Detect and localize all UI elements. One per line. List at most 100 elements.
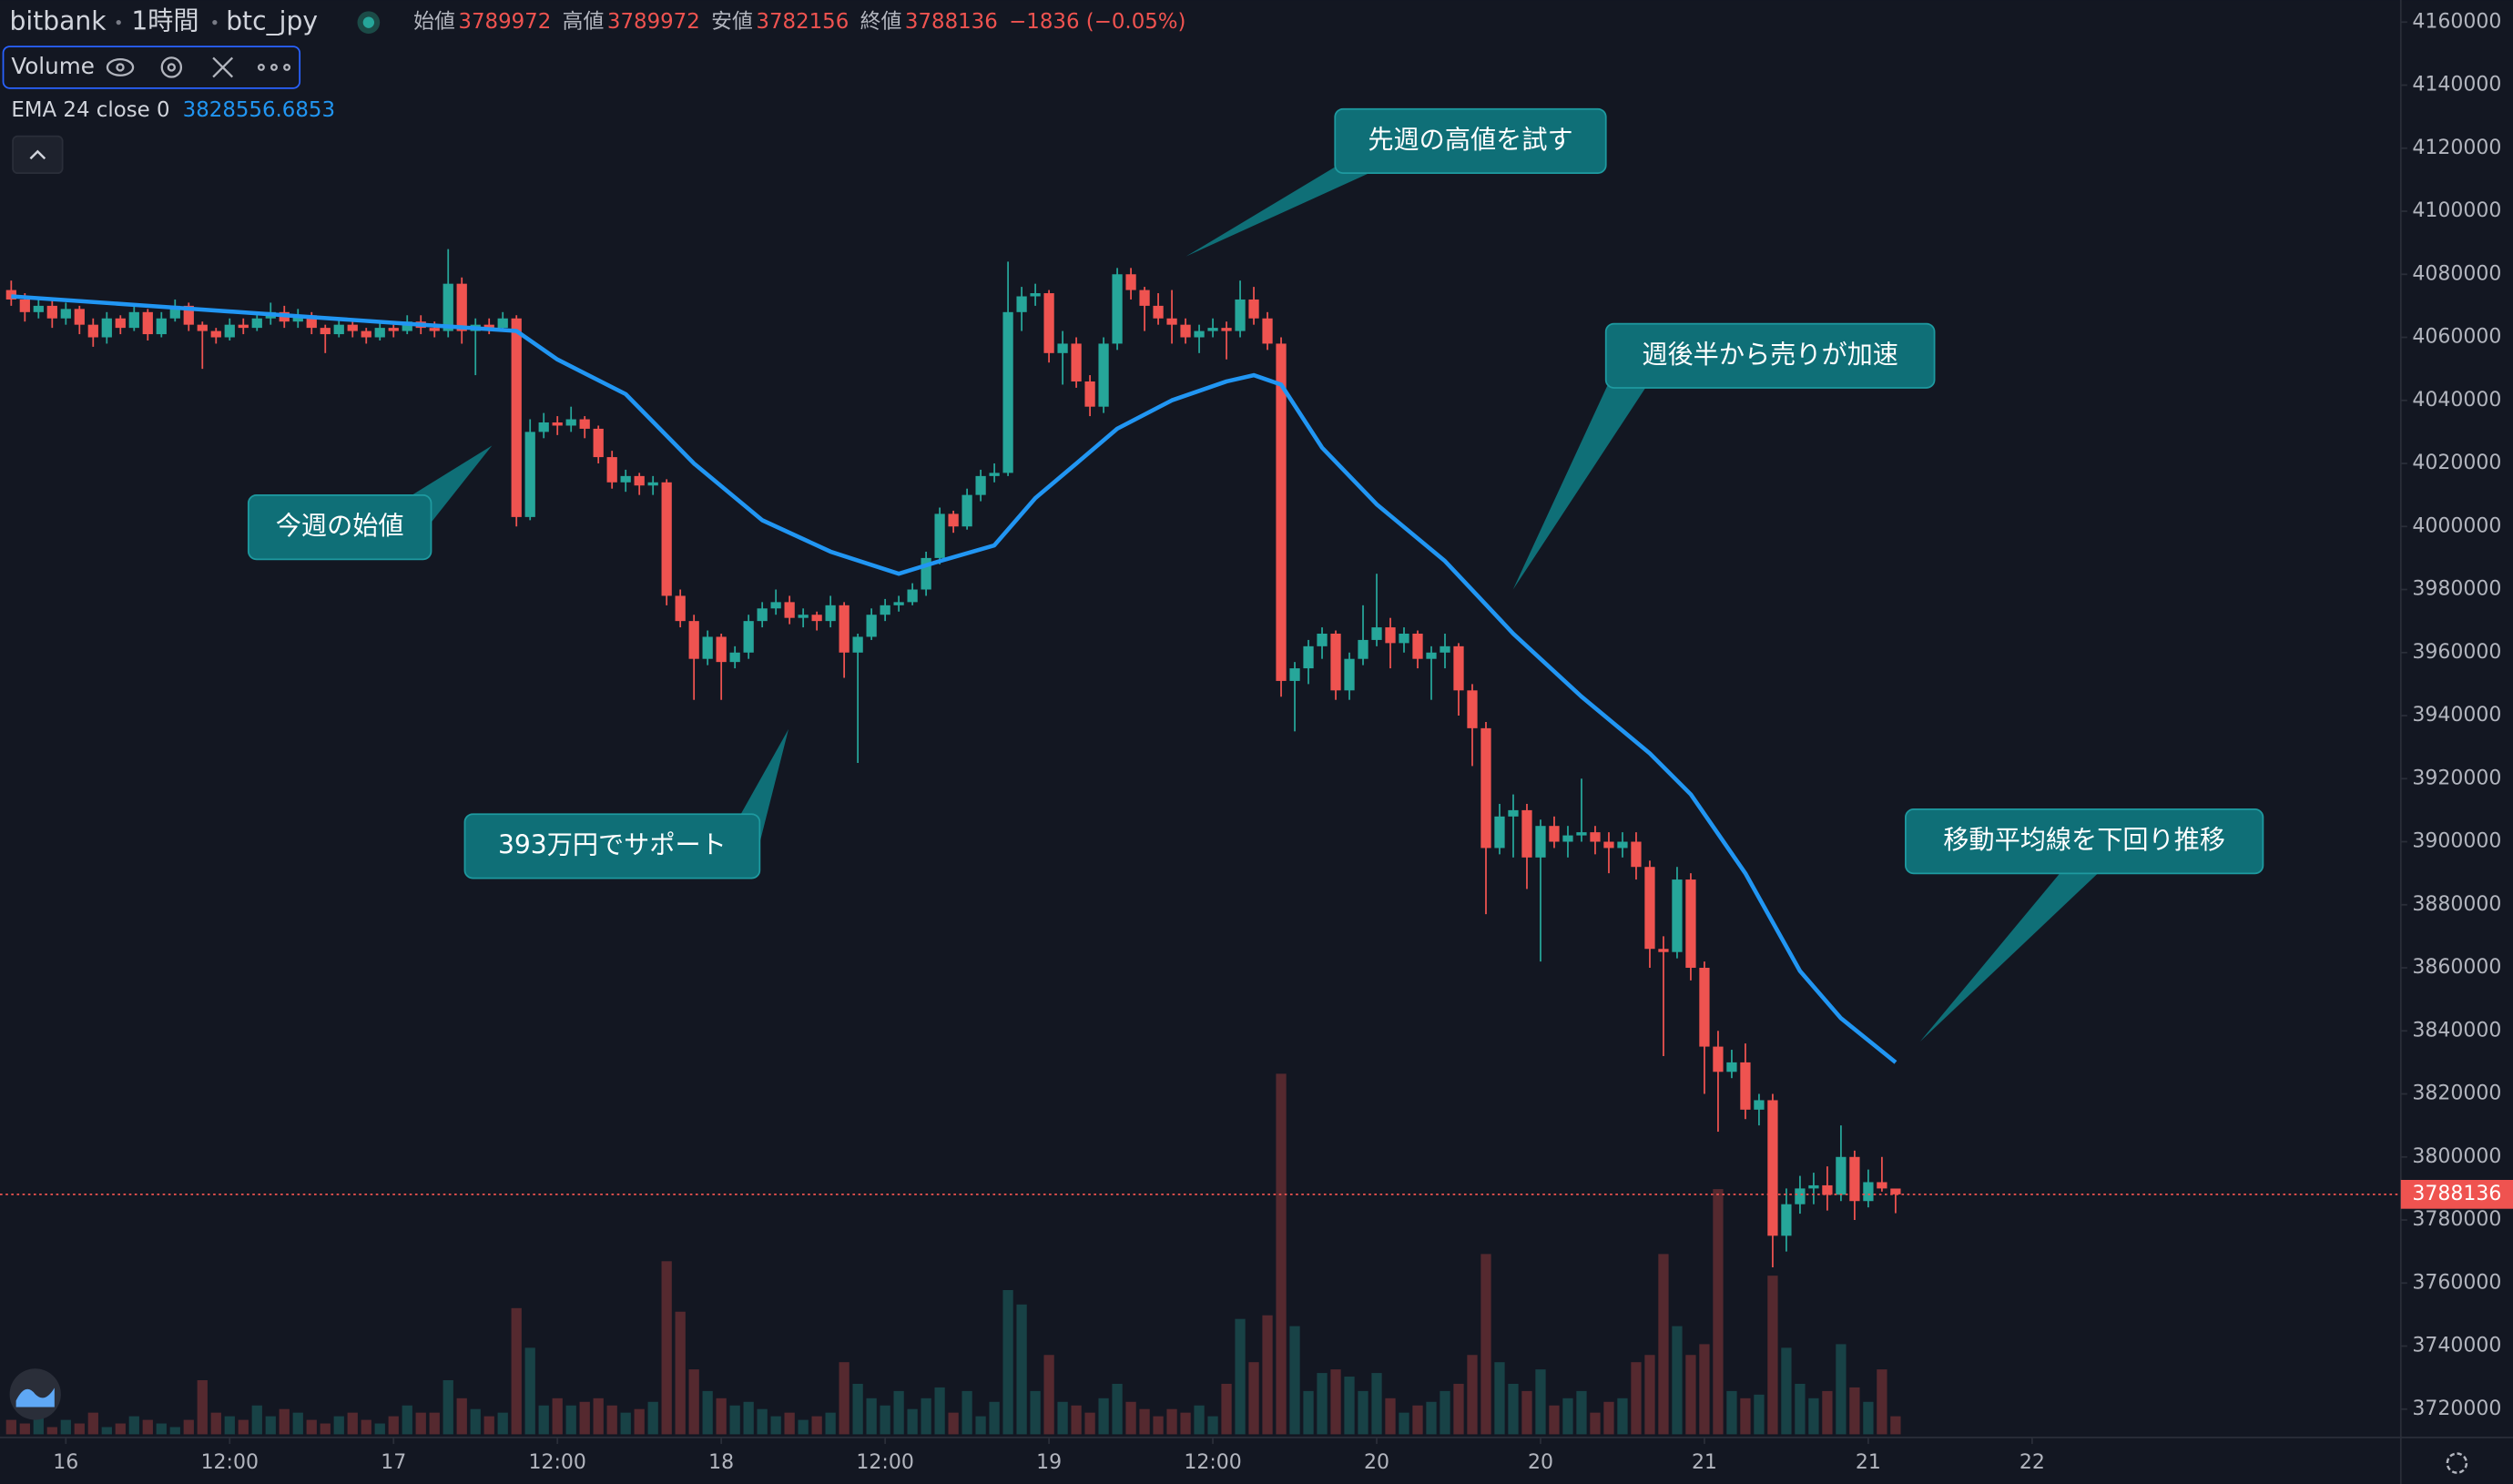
candle-body xyxy=(1658,949,1669,952)
symbol: btc_jpy xyxy=(226,6,318,36)
volume-bar xyxy=(989,1401,1000,1435)
volume-bar xyxy=(1849,1387,1860,1435)
volume-bar xyxy=(729,1405,740,1435)
x-tick-label: 16 xyxy=(53,1451,78,1474)
volume-bar xyxy=(415,1412,426,1435)
candle-body xyxy=(402,321,412,331)
volume-bar xyxy=(74,1423,85,1435)
candle-body xyxy=(456,283,467,331)
x-tick-label: 22 xyxy=(2020,1451,2045,1474)
candle-body xyxy=(115,318,126,329)
volume-bar xyxy=(1863,1401,1874,1435)
candle-body xyxy=(1767,1100,1778,1236)
candle-body xyxy=(1849,1156,1860,1202)
volume-bar xyxy=(374,1423,385,1435)
ema-legend: EMA 24 close 0 xyxy=(11,98,169,122)
candle-body xyxy=(347,324,358,331)
interval[interactable]: 1時間 xyxy=(131,6,198,36)
volume-bar xyxy=(115,1423,126,1435)
y-tick-label: 4080000 xyxy=(2412,262,2501,285)
candle-body xyxy=(921,557,931,590)
volume-bar xyxy=(483,1416,494,1435)
candle-body xyxy=(634,475,645,486)
candle-body xyxy=(839,605,850,653)
candle-body xyxy=(306,315,317,329)
candle-body xyxy=(46,305,57,319)
candle-body xyxy=(1344,658,1355,691)
volume-bar xyxy=(1836,1344,1847,1435)
volume-bar xyxy=(565,1405,576,1435)
y-tick-label: 3820000 xyxy=(2412,1083,2501,1105)
volume-bar xyxy=(1426,1401,1437,1435)
volume-bar xyxy=(1371,1373,1382,1435)
candle-body xyxy=(729,652,740,663)
candle-body xyxy=(19,299,30,312)
eye-icon[interactable] xyxy=(106,58,135,76)
candle-body xyxy=(934,513,945,558)
candle-body xyxy=(292,315,303,322)
candle-body xyxy=(866,615,877,637)
candle-body xyxy=(156,318,167,335)
volume-legend: Volume xyxy=(11,53,95,79)
candle-body xyxy=(1440,645,1450,653)
candle-body xyxy=(880,605,890,615)
volume-bar xyxy=(1071,1405,1082,1435)
close-icon[interactable] xyxy=(212,56,234,78)
volume-bar xyxy=(169,1427,180,1435)
candle-body xyxy=(948,513,959,527)
candle-body xyxy=(716,636,727,663)
volume-bar xyxy=(948,1412,959,1435)
candle-body xyxy=(1508,809,1519,817)
volume-bar xyxy=(128,1416,139,1435)
ema-line xyxy=(11,294,1897,1064)
candle-body xyxy=(1562,835,1573,842)
candle-body xyxy=(1549,826,1560,842)
candle-body xyxy=(443,283,453,331)
volume-bar xyxy=(443,1380,453,1435)
candle-body xyxy=(1330,633,1341,691)
candle-body xyxy=(1385,627,1396,644)
volume-bar xyxy=(224,1416,235,1435)
candle-body xyxy=(60,309,71,319)
volume-bar xyxy=(934,1387,945,1435)
collapse-button[interactable] xyxy=(12,135,64,175)
volume-bar xyxy=(688,1369,699,1435)
volume-bar xyxy=(1289,1326,1300,1435)
collapse-icon xyxy=(29,149,46,160)
volume-bar xyxy=(60,1419,71,1435)
more-icon[interactable] xyxy=(257,63,265,71)
volume-bar xyxy=(388,1416,399,1435)
volume-bar xyxy=(1740,1398,1751,1435)
y-tick-label: 3940000 xyxy=(2412,704,2501,727)
candle-body xyxy=(757,608,768,622)
annotation-box xyxy=(1334,107,1607,175)
eye-icon-pupil xyxy=(116,63,125,72)
volume-bar xyxy=(5,1419,16,1435)
volume-bar xyxy=(142,1419,153,1435)
volume-legend-box[interactable] xyxy=(2,46,301,89)
volume-bar xyxy=(497,1412,508,1435)
settings-icon[interactable] xyxy=(160,56,183,78)
candle-body xyxy=(1480,727,1491,849)
volume-bar xyxy=(1194,1405,1205,1435)
candle-body xyxy=(647,482,658,486)
x-tick-label: 12:00 xyxy=(1184,1451,1241,1474)
change: −1836 (−0.05%) xyxy=(1009,10,1185,34)
annotation-box xyxy=(1905,808,2264,875)
volume-bar xyxy=(757,1408,768,1435)
volume-bar xyxy=(1549,1405,1560,1435)
settings-gear[interactable] xyxy=(2446,1452,2468,1474)
y-tick-label: 4100000 xyxy=(2412,199,2501,222)
separator xyxy=(212,20,218,25)
volume-bar xyxy=(1590,1412,1601,1435)
ohlc-value: 3782156 xyxy=(756,10,849,34)
candle-body xyxy=(1276,343,1287,681)
x-tick-label: 20 xyxy=(1364,1451,1389,1474)
volume-layer xyxy=(5,1073,1901,1435)
volume-bar xyxy=(1262,1315,1273,1435)
legend-icons xyxy=(106,56,291,78)
candle-body xyxy=(1494,816,1505,849)
volume-bar xyxy=(798,1419,809,1435)
ohlc-value: 3789972 xyxy=(607,10,700,34)
candle-body xyxy=(429,328,440,331)
